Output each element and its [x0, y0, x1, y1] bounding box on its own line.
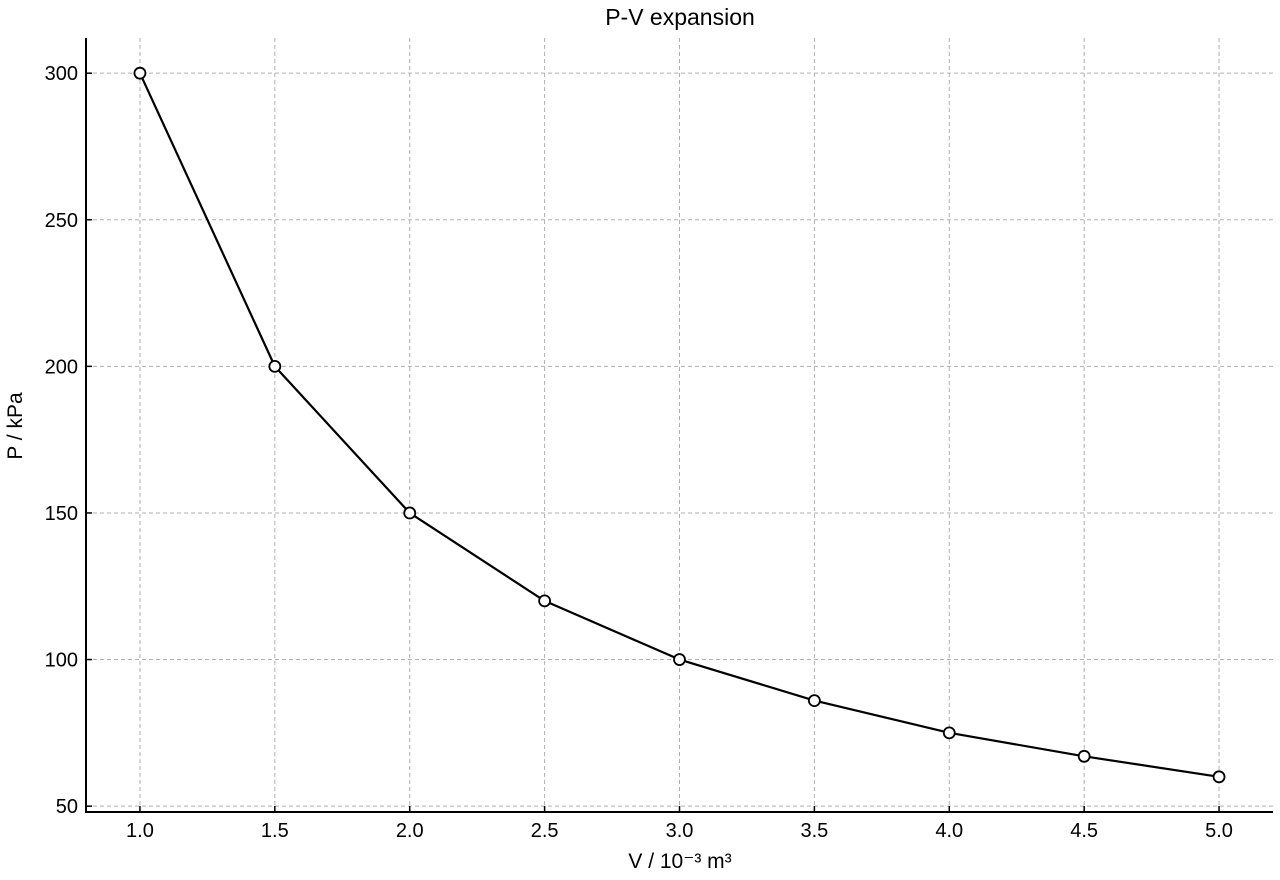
- y-tick-label: 300: [45, 63, 78, 85]
- data-point: [133, 66, 147, 80]
- data-point: [403, 506, 417, 520]
- x-axis-title: V / 10⁻³ m³: [628, 850, 731, 873]
- y-axis-title: P / kPa: [4, 392, 27, 460]
- y-tick-label: 100: [45, 650, 78, 672]
- data-point: [1077, 749, 1091, 763]
- y-tick-label: 250: [45, 210, 78, 232]
- data-point: [673, 653, 686, 666]
- chart-title: P-V expansion: [605, 4, 755, 30]
- labels: P-V expansion V / 10⁻³ m³ P / kPa 1.0 1.5…: [4, 4, 1233, 873]
- x-tick-label: 3.5: [800, 820, 828, 842]
- data-point: [268, 359, 282, 373]
- x-tick-label: 3.0: [666, 820, 694, 842]
- series: [133, 66, 1226, 784]
- x-tick-label: 5.0: [1205, 820, 1233, 842]
- y-tick-label: 50: [56, 796, 78, 818]
- y-tick-label: 150: [45, 503, 78, 525]
- data-point: [538, 594, 552, 608]
- x-tick-label: 4.0: [935, 820, 963, 842]
- x-tick-label: 1.5: [261, 820, 289, 842]
- x-tick-label: 1.0: [126, 820, 154, 842]
- grid: [86, 38, 1273, 812]
- x-tick-label: 2.5: [531, 820, 559, 842]
- data-point: [1212, 770, 1226, 784]
- data-point: [942, 726, 956, 740]
- x-tick-label: 2.0: [396, 820, 424, 842]
- data-point: [807, 694, 821, 707]
- axes: [85, 38, 1273, 813]
- y-tick-label: 200: [45, 356, 78, 378]
- x-tick-label: 4.5: [1070, 820, 1098, 842]
